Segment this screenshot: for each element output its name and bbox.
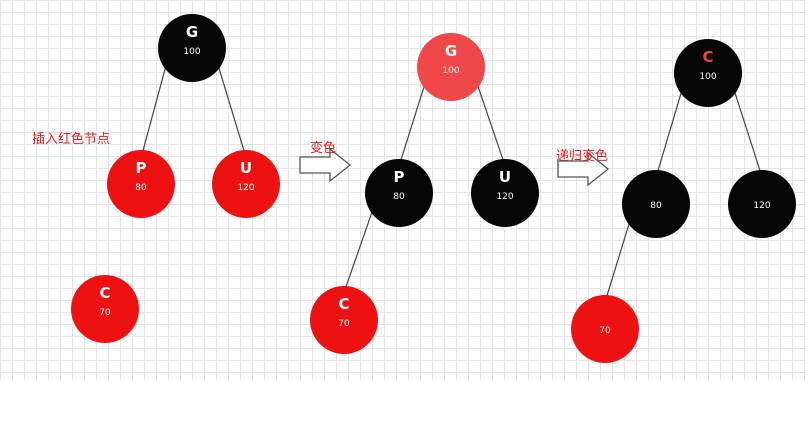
node-value: 70 [599,326,611,336]
node-value: 100 [442,66,459,76]
node-value: 120 [753,201,770,211]
tree-node: G 100 [417,33,485,101]
node-letter: P [136,159,147,177]
node-circle [674,39,742,107]
node-circle [622,170,690,238]
node-letter: U [499,168,511,186]
step-label: 递归变色 [556,148,608,164]
node-value: 80 [650,201,662,211]
tree-edge [657,84,685,171]
node-value: 80 [393,192,405,202]
node-circle [365,159,433,227]
node-value: 120 [237,183,254,193]
node-letter: P [394,168,405,186]
tree-node: 80 [622,170,690,238]
node-value: 100 [699,72,716,82]
tree-node: G 100 [158,14,226,82]
tree-node: 70 [571,295,639,363]
tree-node: C 70 [71,275,139,343]
node-circle [728,170,796,238]
tree-edge [731,84,761,171]
step-label: 变色 [310,140,336,156]
step-label: 插入红色节点 [32,131,110,147]
tree-edge [400,78,428,160]
node-letter: U [240,159,252,177]
tree-node: P 80 [365,159,433,227]
tree-node: U 120 [212,150,280,218]
tree-node: C 70 [310,286,378,354]
node-circle [158,14,226,82]
tree-edge [606,215,633,296]
node-value: 70 [99,308,111,318]
tree-node: C 100 [674,39,742,107]
node-value: 70 [338,319,350,329]
hollow-arrow-icon [299,147,352,183]
node-value: 80 [135,183,147,193]
node-circle [107,150,175,218]
tree-node: P 80 [107,150,175,218]
tree-step-1: G 100 P 80 U 120 C 70 [71,14,280,343]
tree-edge [142,59,169,151]
node-value: 100 [183,47,200,57]
node-circle [310,286,378,354]
node-letter: C [702,48,713,66]
tree-node: U 120 [471,159,539,227]
node-letter: G [186,23,198,41]
tree-edge [474,78,504,160]
node-letter: G [445,42,457,60]
node-circle [71,275,139,343]
node-value: 120 [496,192,513,202]
node-circle [571,295,639,363]
node-circle [212,150,280,218]
hollow-arrow-icon [557,151,610,187]
node-letter: C [99,284,110,302]
node-letter: C [338,295,349,313]
tree-step-3: C 100 80 120 70 [571,39,796,363]
tree-edge [215,59,245,151]
tree-edge [345,204,376,287]
node-circle [471,159,539,227]
tree-step-2: G 100 P 80 U 120 C 70 [310,33,539,354]
tree-node: 120 [728,170,796,238]
node-circle [417,33,485,101]
